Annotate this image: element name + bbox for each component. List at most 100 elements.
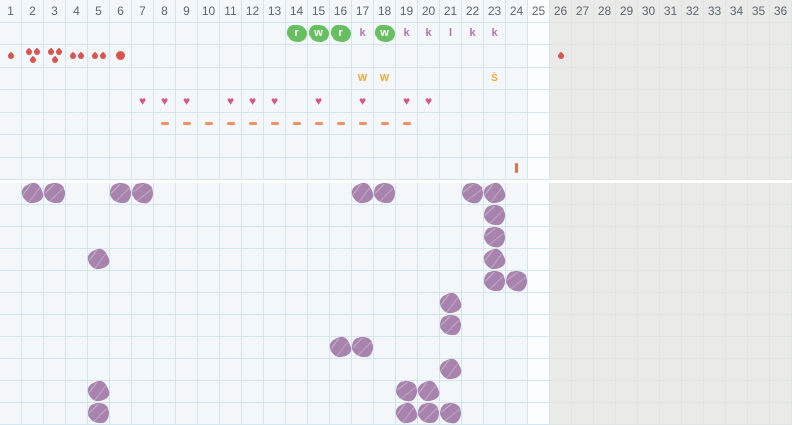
row-bars-day-15[interactable] xyxy=(308,157,330,180)
blob-row-11-day-7[interactable] xyxy=(132,403,154,425)
blob-row-4-day-22[interactable] xyxy=(462,249,484,271)
row-day-numbers-day-11[interactable]: 11 xyxy=(220,0,242,23)
blob-row-11-day-12[interactable] xyxy=(242,403,264,425)
row-day-numbers-day-6[interactable]: 6 xyxy=(110,0,132,23)
blob-row-11-day-18[interactable] xyxy=(374,403,396,425)
blob-row-7-day-23[interactable] xyxy=(484,315,506,337)
blob-row-2-day-28[interactable] xyxy=(594,205,616,227)
blob-row-10-day-28[interactable] xyxy=(594,381,616,403)
row-empty-day-3[interactable] xyxy=(44,135,66,158)
row-day-numbers-day-1[interactable]: 1 xyxy=(0,0,22,23)
row-day-numbers-day-5[interactable]: 5 xyxy=(88,0,110,23)
row-flow-day-26[interactable] xyxy=(550,45,572,68)
row-flow-day-30[interactable] xyxy=(638,45,660,68)
blob-row-3-day-23[interactable] xyxy=(483,226,506,249)
blob-row-6-day-33[interactable] xyxy=(704,293,726,315)
blob-row-9-day-5[interactable] xyxy=(88,359,110,381)
row-empty-day-22[interactable] xyxy=(462,135,484,158)
row-letters-day-11[interactable] xyxy=(220,22,242,45)
blob-row-1-day-21[interactable] xyxy=(440,183,462,205)
row-empty-day-35[interactable] xyxy=(748,135,770,158)
row-flow-day-21[interactable] xyxy=(440,45,462,68)
row-bars-day-20[interactable] xyxy=(418,157,440,180)
blob-row-8-day-2[interactable] xyxy=(22,337,44,359)
blob-row-8-day-20[interactable] xyxy=(418,337,440,359)
row-empty-day-10[interactable] xyxy=(198,135,220,158)
blob-row-8-day-22[interactable] xyxy=(462,337,484,359)
row-hearts-day-34[interactable] xyxy=(726,90,748,113)
blob-row-7-day-20[interactable] xyxy=(418,315,440,337)
row-day-numbers-day-33[interactable]: 33 xyxy=(704,0,726,23)
row-letters-day-3[interactable] xyxy=(44,22,66,45)
blob-row-9-day-15[interactable] xyxy=(308,359,330,381)
row-flow-day-35[interactable] xyxy=(748,45,770,68)
blob-row-8-day-25[interactable] xyxy=(528,337,550,359)
blob-row-10-day-29[interactable] xyxy=(616,381,638,403)
row-hearts-day-13[interactable]: ♥ xyxy=(264,90,286,113)
blob-row-5-day-17[interactable] xyxy=(352,271,374,293)
row-orange-marks-day-3[interactable] xyxy=(44,67,66,90)
row-letters-day-28[interactable] xyxy=(594,22,616,45)
row-bars-day-34[interactable] xyxy=(726,157,748,180)
blob-row-10-day-14[interactable] xyxy=(286,381,308,403)
blob-row-6-day-16[interactable] xyxy=(330,293,352,315)
row-flow-day-5[interactable] xyxy=(88,45,110,68)
blob-row-4-day-34[interactable] xyxy=(726,249,748,271)
blob-row-5-day-6[interactable] xyxy=(110,271,132,293)
blob-row-11-day-36[interactable] xyxy=(770,403,792,425)
blob-row-4-day-2[interactable] xyxy=(22,249,44,271)
blob-row-2-day-5[interactable] xyxy=(88,205,110,227)
row-flow-day-24[interactable] xyxy=(506,45,528,68)
blob-row-6-day-27[interactable] xyxy=(572,293,594,315)
row-dashes-day-22[interactable] xyxy=(462,112,484,135)
row-hearts-day-20[interactable]: ♥ xyxy=(418,90,440,113)
blob-row-6-day-29[interactable] xyxy=(616,293,638,315)
row-hearts-day-32[interactable] xyxy=(682,90,704,113)
blob-row-4-day-32[interactable] xyxy=(682,249,704,271)
row-hearts-day-21[interactable] xyxy=(440,90,462,113)
row-bars-day-22[interactable] xyxy=(462,157,484,180)
blob-row-7-day-6[interactable] xyxy=(110,315,132,337)
row-empty-day-7[interactable] xyxy=(132,135,154,158)
row-flow-day-32[interactable] xyxy=(682,45,704,68)
blob-row-3-day-20[interactable] xyxy=(418,227,440,249)
row-orange-marks-day-18[interactable]: W xyxy=(374,67,396,90)
row-dashes-day-32[interactable] xyxy=(682,112,704,135)
row-empty-day-9[interactable] xyxy=(176,135,198,158)
blob-row-11-day-25[interactable] xyxy=(528,403,550,425)
blob-row-3-day-28[interactable] xyxy=(594,227,616,249)
row-hearts-day-1[interactable] xyxy=(0,90,22,113)
blob-row-11-day-6[interactable] xyxy=(110,403,132,425)
blob-row-5-day-30[interactable] xyxy=(638,271,660,293)
blob-row-6-day-18[interactable] xyxy=(374,293,396,315)
row-empty-day-4[interactable] xyxy=(66,135,88,158)
blob-row-5-day-28[interactable] xyxy=(594,271,616,293)
blob-row-3-day-6[interactable] xyxy=(110,227,132,249)
row-letters-day-33[interactable] xyxy=(704,22,726,45)
row-empty-day-28[interactable] xyxy=(594,135,616,158)
blob-row-2-day-14[interactable] xyxy=(286,205,308,227)
blob-row-3-day-1[interactable] xyxy=(0,227,22,249)
blob-row-6-day-28[interactable] xyxy=(594,293,616,315)
row-hearts-day-6[interactable] xyxy=(110,90,132,113)
row-flow-day-3[interactable] xyxy=(44,45,66,68)
row-orange-marks-day-32[interactable] xyxy=(682,67,704,90)
blob-row-10-day-19[interactable] xyxy=(395,380,418,403)
blob-row-11-day-32[interactable] xyxy=(682,403,704,425)
blob-row-2-day-32[interactable] xyxy=(682,205,704,227)
blob-row-1-day-4[interactable] xyxy=(66,183,88,205)
blob-row-2-day-11[interactable] xyxy=(220,205,242,227)
row-flow-day-8[interactable] xyxy=(154,45,176,68)
row-empty-day-6[interactable] xyxy=(110,135,132,158)
blob-row-1-day-31[interactable] xyxy=(660,183,682,205)
row-hearts-day-14[interactable] xyxy=(286,90,308,113)
blob-row-11-day-17[interactable] xyxy=(352,403,374,425)
blob-row-5-day-34[interactable] xyxy=(726,271,748,293)
row-day-numbers-day-34[interactable]: 34 xyxy=(726,0,748,23)
row-bars-day-7[interactable] xyxy=(132,157,154,180)
blob-row-10-day-16[interactable] xyxy=(330,381,352,403)
row-empty-day-13[interactable] xyxy=(264,135,286,158)
row-flow-day-28[interactable] xyxy=(594,45,616,68)
row-bars-day-18[interactable] xyxy=(374,157,396,180)
blob-row-9-day-27[interactable] xyxy=(572,359,594,381)
